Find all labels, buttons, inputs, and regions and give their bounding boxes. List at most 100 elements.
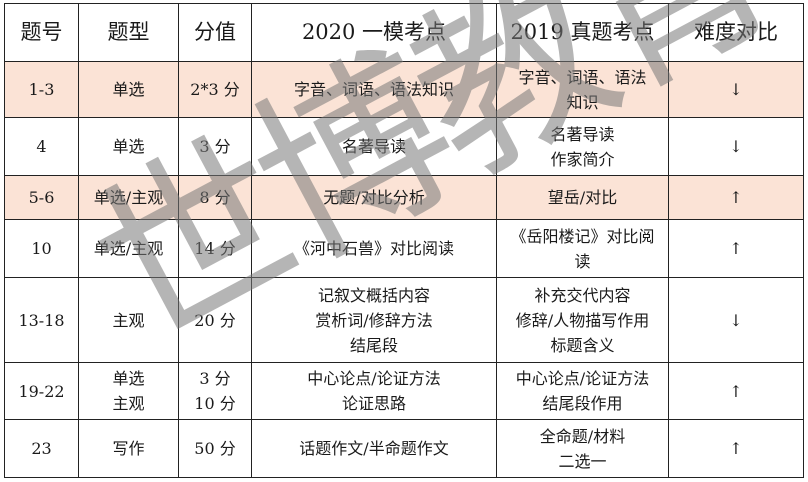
cell-question-number: 23 (4, 419, 79, 478)
cell-question-type: 主观 (78, 277, 179, 363)
cell-difficulty-comparison: ↓ (668, 277, 804, 363)
cell-text: 单选/主观 (93, 188, 164, 207)
cell-text: ↑ (729, 439, 743, 458)
cell-text: 14 分 (194, 239, 236, 258)
cell-text: 3 分 (199, 369, 231, 388)
cell-text: 主观 (112, 310, 145, 330)
cell-question-type: 单选 主观 (78, 362, 179, 420)
cell-text: 2*3 分 (190, 80, 240, 99)
cell-score: 8 分 (178, 175, 252, 220)
cell-text: 读 (574, 251, 591, 271)
cell-text: ↑ (729, 188, 743, 207)
cell-2019-exam-topics: 望岳/对比 (496, 175, 669, 220)
cell-text: 《岳阳楼记》对比阅 (510, 226, 655, 246)
cell-2020-mock-topics: 记叙文概括内容 赏析词/修辞方法 结尾段 (251, 277, 497, 363)
cell-text: 望岳/对比 (547, 188, 618, 207)
cell-difficulty-comparison: ↑ (668, 362, 804, 420)
cell-text: 13-18 (18, 310, 65, 330)
cell-question-number: 19-22 (4, 362, 79, 420)
cell-2019-exam-topics: 中心论点/论证方法 结尾段作用 (496, 362, 669, 420)
table-row: 13-18 主观 20 分记叙文概括内容 赏析词/修辞方法 结尾段 补充交代内容 修辞/人物… (4, 277, 804, 363)
cell-score: 20 分 (178, 277, 252, 363)
cell-score: 14 分 (178, 219, 252, 278)
cell-text: 10 (31, 239, 52, 258)
cell-question-number: 10 (4, 219, 79, 278)
cell-text: 二选一 (558, 451, 607, 471)
cell-question-number: 5-6 (4, 175, 79, 220)
cell-text: 结尾段 (349, 335, 398, 355)
cell-question-number: 13-18 (4, 277, 79, 363)
cell-text: 补充交代内容 (534, 285, 631, 305)
table-row: 23 写作 50 分 话题作文/半命题作文 全命题/材料 二选一 ↑ (4, 419, 804, 478)
cell-question-number: 1-3 (4, 61, 79, 118)
header-2020-mock-topics: 2020 一模考点 (251, 3, 497, 62)
table-row: 19-22 单选 主观 3 分 10 分中心论点/论证方法 论证思路 中心论点/论证方法 结尾… (4, 362, 804, 420)
cell-2019-exam-topics: 字音、词语、语法 知识 (496, 61, 669, 118)
header-score: 分值 (178, 3, 252, 62)
header-question-number: 题号 (4, 3, 79, 62)
cell-difficulty-comparison: ↑ (668, 419, 804, 478)
cell-text: 主观 (112, 394, 145, 413)
cell-text: 19-22 (18, 381, 65, 401)
cell-score: 3 分 10 分 (178, 362, 252, 420)
cell-question-type: 单选 (78, 61, 179, 118)
cell-text: 赏析词/修辞方法 (315, 310, 433, 330)
cell-text: 名著导读 (341, 137, 406, 156)
cell-text: 《河中石兽》对比阅读 (293, 239, 454, 258)
cell-text: 8 分 (199, 188, 231, 207)
cell-question-type: 单选/主观 (78, 219, 179, 278)
cell-text: 字音、词语、语法知识 (293, 80, 454, 99)
cell-2019-exam-topics: 补充交代内容 修辞/人物描写作用 标题含义 (496, 277, 669, 363)
cell-text: 全命题/材料 (539, 426, 626, 446)
exam-comparison-table: 题号 题型 分值 2020 一模考点 2019 真题考点 难度对比 1-3 单选 2*3 分 字… (4, 3, 804, 478)
cell-score: 2*3 分 (178, 61, 252, 118)
cell-text: 写作 (112, 439, 145, 458)
cell-2019-exam-topics: 全命题/材料 二选一 (496, 419, 669, 478)
cell-2020-mock-topics: 无题/对比分析 (251, 175, 497, 220)
cell-text: 单选 (112, 369, 145, 388)
cell-2020-mock-topics: 话题作文/半命题作文 (251, 419, 497, 478)
cell-text: ↓ (729, 80, 743, 99)
cell-text: 4 (36, 137, 47, 156)
cell-text: ↓ (729, 137, 743, 156)
cell-text: 1-3 (28, 80, 55, 99)
cell-question-type: 单选/主观 (78, 175, 179, 220)
cell-text: 单选 (112, 137, 145, 156)
cell-difficulty-comparison: ↓ (668, 61, 804, 118)
cell-text: 5-6 (28, 188, 55, 207)
cell-text: 记叙文概括内容 (317, 285, 430, 305)
cell-text: ↑ (729, 381, 743, 401)
cell-text: 中心论点/论证方法 (515, 369, 650, 388)
cell-text: 20 分 (194, 310, 236, 330)
cell-score: 50 分 (178, 419, 252, 478)
cell-2019-exam-topics: 名著导读 作家简介 (496, 117, 669, 176)
cell-text: ↓ (729, 310, 743, 330)
cell-text: 话题作文/半命题作文 (299, 439, 449, 458)
table-row: 4 单选 3 分 名著导读 名著导读 作家简介 ↓ (4, 117, 804, 176)
cell-text: 3 分 (199, 137, 231, 156)
cell-text: 标题含义 (550, 335, 615, 355)
cell-text: 论证思路 (341, 394, 406, 413)
table-row: 1-3 单选 2*3 分字音、词语、语法知识 字音、词语、语法 知识 ↓ (4, 61, 804, 118)
cell-text: 中心论点/论证方法 (307, 369, 441, 388)
cell-text: 字音、词语、语法 (518, 67, 647, 87)
cell-text: ↑ (729, 239, 743, 258)
cell-text: 结尾段作用 (542, 394, 623, 413)
cell-difficulty-comparison: ↑ (668, 219, 804, 278)
cell-text: 50 分 (194, 439, 236, 458)
cell-difficulty-comparison: ↓ (668, 117, 804, 176)
table-row: 10 单选/主观 14 分 《河中石兽》对比阅读 《岳阳楼记》对比阅读 ↑ (4, 219, 804, 278)
cell-2020-mock-topics: 中心论点/论证方法 论证思路 (251, 362, 497, 420)
cell-2020-mock-topics: 字音、词语、语法知识 (251, 61, 497, 118)
cell-question-type: 单选 (78, 117, 179, 176)
cell-text: 23 (31, 439, 52, 458)
cell-2020-mock-topics: 名著导读 (251, 117, 497, 176)
cell-text: 单选/主观 (93, 239, 164, 258)
cell-2020-mock-topics: 《河中石兽》对比阅读 (251, 219, 497, 278)
header-difficulty-comparison: 难度对比 (668, 3, 804, 62)
cell-2019-exam-topics: 《岳阳楼记》对比阅读 (496, 219, 669, 278)
cell-text: 知识 (566, 92, 599, 112)
cell-text: 修辞/人物描写作用 (515, 310, 650, 330)
cell-text: 作家简介 (550, 149, 615, 169)
cell-text: 单选 (112, 80, 145, 99)
